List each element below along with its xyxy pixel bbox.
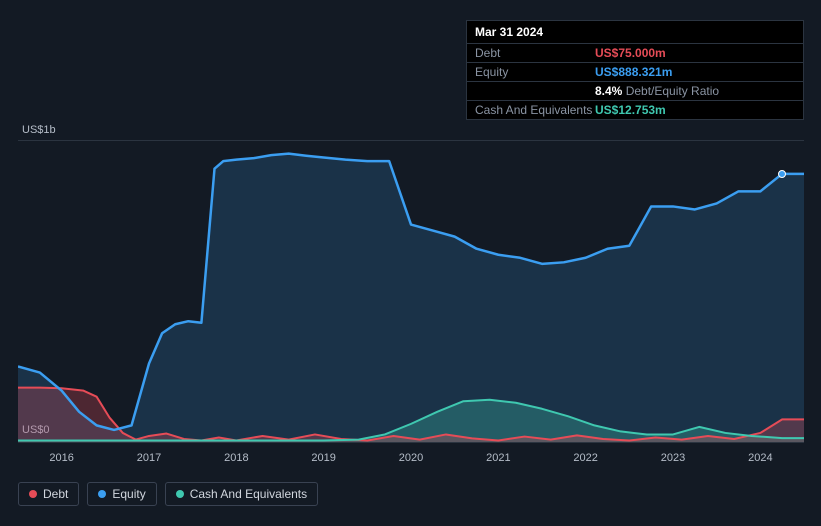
tooltip-label: Debt [475, 46, 595, 60]
x-axis-label: 2021 [486, 452, 510, 464]
tooltip-value: US$12.753m [595, 103, 666, 117]
legend-item-debt[interactable]: Debt [18, 482, 79, 506]
chart-legend: Debt Equity Cash And Equivalents [18, 482, 318, 506]
chart-plot[interactable] [18, 140, 804, 442]
x-axis-label: 2019 [311, 452, 335, 464]
legend-item-equity[interactable]: Equity [87, 482, 156, 506]
tooltip-date: Mar 31 2024 [467, 21, 803, 44]
chart-tooltip: Mar 31 2024 DebtUS$75.000mEquityUS$888.3… [466, 20, 804, 120]
tooltip-value: US$75.000m [595, 46, 666, 60]
x-axis-label: 2020 [399, 452, 423, 464]
tooltip-row: DebtUS$75.000m [467, 44, 803, 63]
legend-label: Debt [43, 487, 68, 501]
y-axis-label: US$1b [22, 124, 56, 136]
tooltip-row: 8.4% Debt/Equity Ratio [467, 82, 803, 101]
x-axis-label: 2018 [224, 452, 248, 464]
x-axis-label: 2022 [573, 452, 597, 464]
tooltip-row: EquityUS$888.321m [467, 63, 803, 82]
legend-label: Equity [112, 487, 145, 501]
tooltip-row: Cash And EquivalentsUS$12.753m [467, 101, 803, 119]
x-axis-label: 2016 [49, 452, 73, 464]
tooltip-label: Equity [475, 65, 595, 79]
x-axis-label: 2023 [661, 452, 685, 464]
series-area-equity [18, 154, 804, 442]
legend-dot [29, 490, 37, 498]
gridline [18, 442, 804, 443]
x-axis-label: 2017 [137, 452, 161, 464]
financials-chart: Mar 31 2024 DebtUS$75.000mEquityUS$888.3… [0, 0, 821, 526]
tooltip-value: 8.4% Debt/Equity Ratio [595, 84, 719, 98]
tooltip-value: US$888.321m [595, 65, 672, 79]
tooltip-label [475, 84, 595, 98]
legend-label: Cash And Equivalents [190, 487, 307, 501]
legend-dot [176, 490, 184, 498]
x-axis-label: 2024 [748, 452, 772, 464]
legend-dot [98, 490, 106, 498]
hover-marker [778, 170, 786, 178]
legend-item-cash-and-equivalents[interactable]: Cash And Equivalents [165, 482, 318, 506]
tooltip-label: Cash And Equivalents [475, 103, 595, 117]
